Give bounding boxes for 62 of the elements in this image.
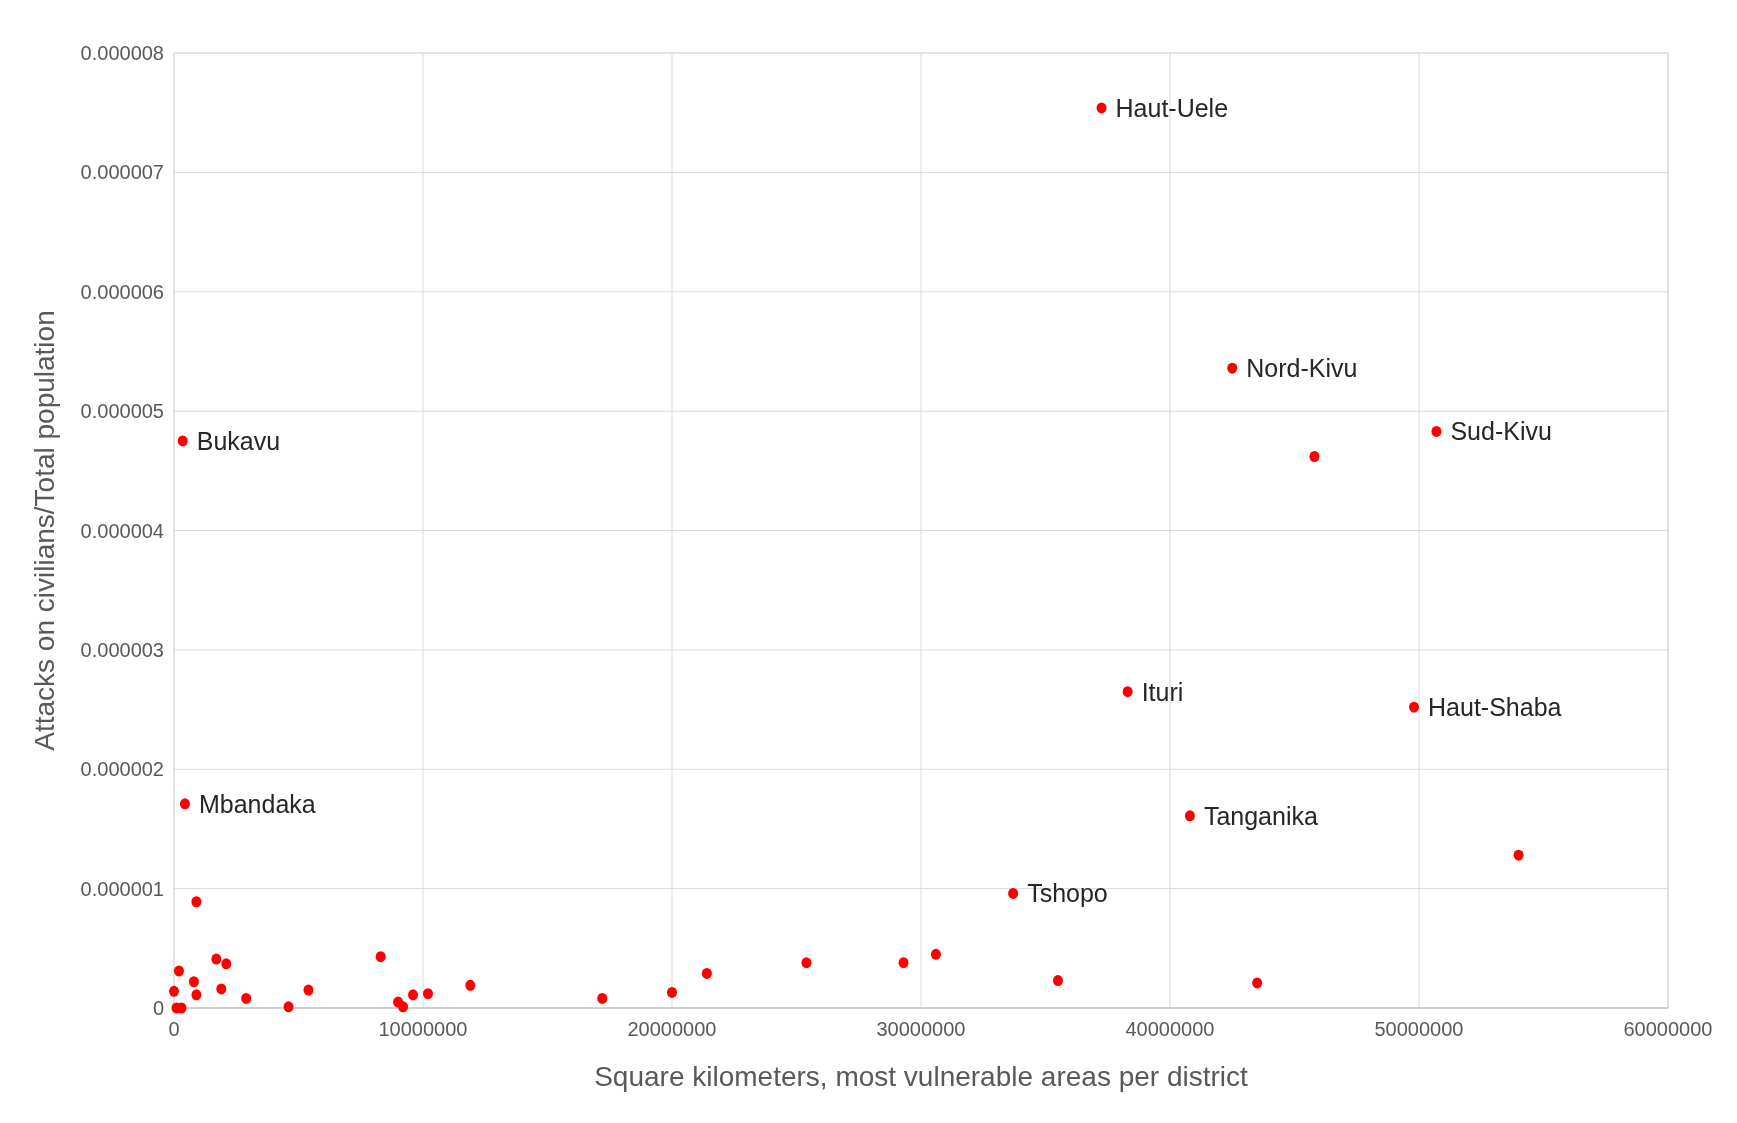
- annotation: Bukavu: [196, 426, 281, 455]
- point: [283, 1001, 294, 1013]
- point: [1309, 450, 1320, 462]
- x-tick-label: 0: [168, 1018, 180, 1040]
- point: [701, 967, 712, 979]
- annotation: Ituri: [1141, 677, 1184, 706]
- point: [188, 976, 199, 988]
- point: [177, 435, 188, 447]
- point: [303, 984, 314, 996]
- y-tick-label: 0.000006: [80, 280, 164, 303]
- x-tick-label: 10000000: [378, 1018, 468, 1040]
- point: [422, 988, 433, 1000]
- point: [1252, 977, 1263, 989]
- point: [398, 1001, 409, 1013]
- x-tick-label: 40000000: [1125, 1018, 1215, 1040]
- annotation: Nord-Kivu: [1246, 354, 1358, 383]
- y-tick-label: 0.000004: [80, 519, 164, 542]
- annotation: Mbandaka: [198, 789, 316, 818]
- point: [179, 798, 190, 810]
- y-tick-label: 0: [152, 997, 164, 1019]
- point: [211, 953, 222, 965]
- point: [1052, 975, 1063, 987]
- x-axis-title: Square kilometers, most vulnerable areas per district: [594, 1061, 1249, 1092]
- point: [898, 957, 909, 969]
- point: [1008, 887, 1019, 899]
- point: [216, 983, 227, 995]
- point: [1513, 849, 1524, 861]
- point: [465, 979, 476, 991]
- point: [191, 989, 202, 1001]
- x-tick-label: 30000000: [876, 1018, 966, 1040]
- point: [1227, 362, 1238, 374]
- y-tick-label: 0.000007: [80, 161, 164, 184]
- x-tick-label: 50000000: [1374, 1018, 1464, 1040]
- point: [1096, 102, 1107, 114]
- point: [930, 948, 941, 960]
- point: [1122, 686, 1133, 698]
- point: [1184, 810, 1195, 822]
- y-tick-label: 0.000002: [80, 758, 164, 781]
- point: [667, 986, 677, 998]
- point: [375, 951, 386, 963]
- annotation: Tanganika: [1203, 801, 1318, 830]
- point: [408, 989, 419, 1001]
- y-axis-title: Attacks on civilians/Total population: [29, 310, 60, 751]
- y-tick-label: 0.000008: [80, 42, 164, 64]
- annotation: Sud-Kivu: [1450, 417, 1552, 446]
- annotation: Tshopo: [1027, 879, 1108, 908]
- point: [221, 958, 232, 970]
- x-tick-label: 20000000: [627, 1018, 717, 1040]
- y-tick-label: 0.000005: [80, 400, 164, 423]
- point: [801, 957, 812, 969]
- point: [169, 985, 179, 997]
- point: [1409, 701, 1420, 713]
- annotation: Haut-Shaba: [1428, 693, 1562, 722]
- y-tick-label: 0.000001: [80, 877, 164, 900]
- point: [173, 965, 184, 977]
- y-tick-label: 0.000003: [80, 638, 164, 661]
- point: [597, 992, 608, 1004]
- point: [191, 896, 202, 908]
- point: [241, 992, 252, 1004]
- annotation: Haut-Uele: [1115, 93, 1229, 122]
- x-tick-label: 60000000: [1623, 1018, 1713, 1040]
- point: [1431, 425, 1442, 437]
